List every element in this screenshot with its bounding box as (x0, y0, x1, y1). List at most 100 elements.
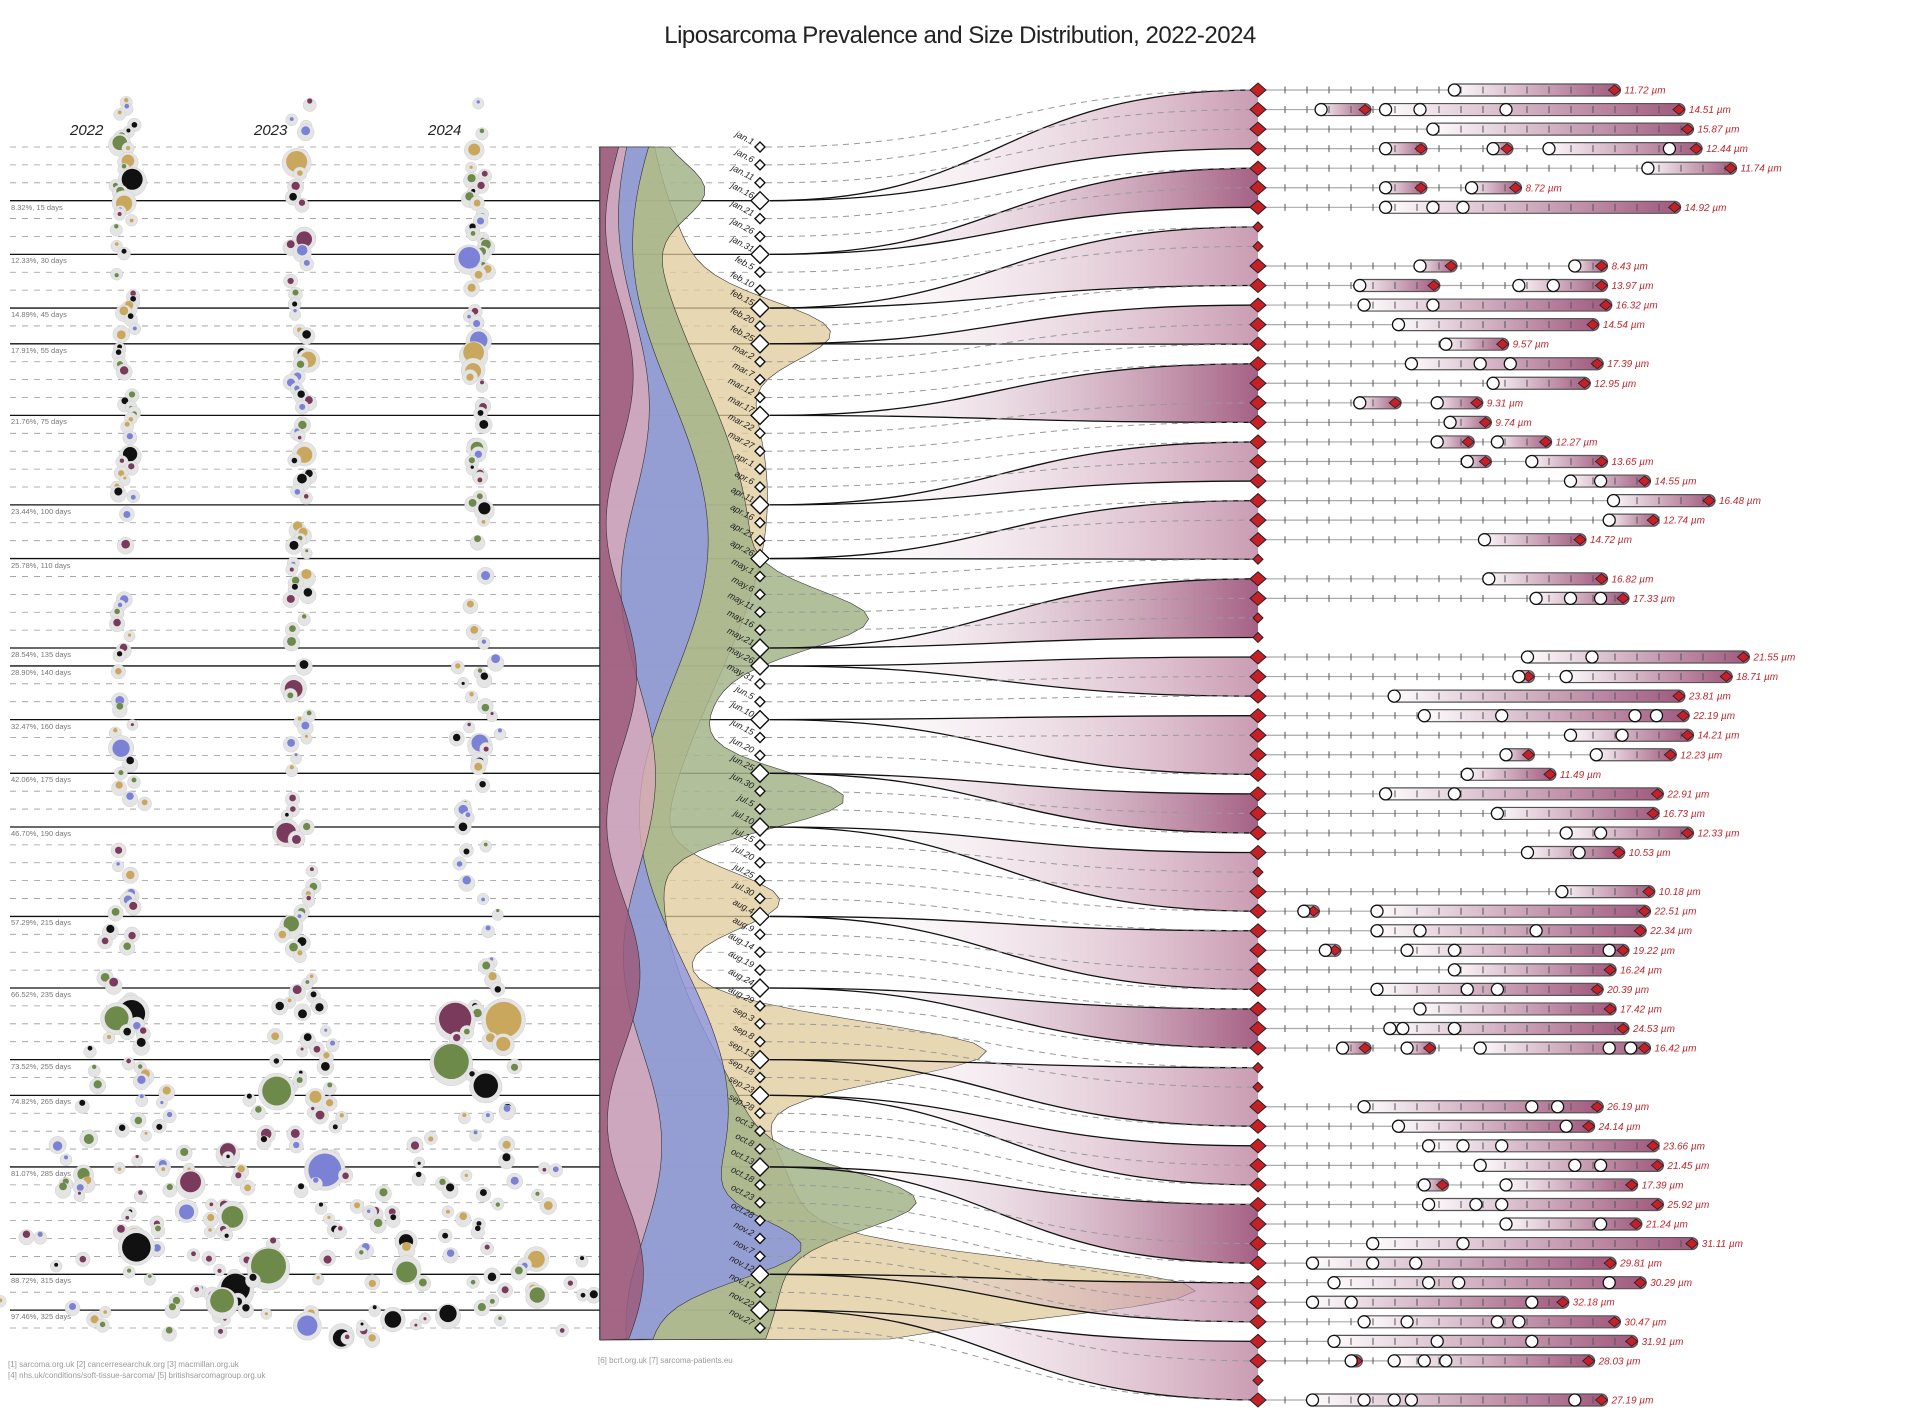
segment-end-marker (1685, 1238, 1699, 1250)
observation-dot (1529, 924, 1543, 938)
connector-fan (770, 773, 1258, 833)
row-marker (1249, 747, 1267, 763)
segment-end-marker (1358, 1042, 1372, 1054)
bubble (79, 1099, 86, 1106)
observation-dot (1353, 278, 1367, 293)
observation-dot (1486, 142, 1500, 156)
connector-curve (769, 206, 1259, 256)
bubble (137, 1075, 146, 1084)
segment-end-marker (1556, 1296, 1570, 1308)
chart-title: Liposarcoma Prevalence and Size Distribu… (664, 22, 1256, 49)
segment-end-marker (1607, 1316, 1622, 1328)
size-value-label: 17.39 µm (1607, 359, 1649, 370)
size-value-label: 11.49 µm (1560, 770, 1601, 781)
major-date-diamond (750, 816, 770, 837)
bubble (462, 876, 471, 885)
observation-dot (1602, 1276, 1616, 1290)
bubble (342, 1172, 349, 1180)
segment-end-marker (1603, 964, 1617, 976)
major-date-diamond (750, 244, 770, 265)
empty-row-marker (1252, 1061, 1264, 1074)
connector-curve (769, 915, 1259, 932)
bubble (286, 240, 295, 249)
cumulative-marker-label: 23.44%, 100 days (11, 506, 72, 516)
segment-end-marker (1508, 182, 1523, 194)
size-row (1252, 240, 1264, 253)
bubble (289, 192, 297, 201)
observation-dot (1525, 1295, 1539, 1309)
bubble-halo (59, 1153, 73, 1167)
bubble (156, 1123, 163, 1130)
connector-curve (769, 826, 1259, 854)
segment-end-marker (1616, 592, 1630, 604)
bubble (301, 721, 310, 730)
bubble (297, 1315, 318, 1336)
bubble (111, 907, 120, 916)
size-value-label: 17.39 µm (1642, 1180, 1684, 1191)
connector-dashed (765, 363, 1259, 399)
segment-end-marker (1633, 1277, 1647, 1289)
observation-dot (1417, 1354, 1431, 1368)
bubble (481, 897, 485, 902)
bubble (458, 246, 481, 269)
observation-dot (1602, 1041, 1616, 1055)
bubble-halo (493, 727, 507, 741)
bubble (485, 1113, 490, 1118)
observation-dot (1546, 278, 1560, 293)
segment-end-marker (1306, 905, 1321, 917)
bubble (580, 1292, 586, 1298)
bubble (115, 349, 122, 355)
connector-fan (770, 500, 1258, 560)
observation-dot (1495, 709, 1509, 723)
bubble (390, 1214, 397, 1221)
row-marker (1249, 727, 1267, 743)
bubble (313, 1177, 319, 1183)
connector-dashed (765, 245, 1259, 291)
bubble (79, 1255, 87, 1263)
row-marker (1249, 1138, 1267, 1154)
bubble (287, 998, 292, 1003)
bubble (510, 1063, 519, 1071)
date-diamond (754, 606, 766, 619)
bubble (480, 672, 489, 680)
size-segment (1447, 963, 1617, 977)
row-marker (1249, 766, 1267, 782)
bubble (289, 567, 294, 572)
observation-dot (1585, 650, 1599, 664)
observation-dot (1490, 982, 1505, 997)
segment-end-marker (1538, 436, 1553, 448)
size-segment (1417, 709, 1690, 723)
bubble (117, 1224, 125, 1233)
bubble (475, 1225, 481, 1232)
major-date-diamond (750, 1085, 770, 1106)
size-value-label: 8.72 µm (1526, 183, 1562, 194)
date-diamond (754, 999, 766, 1012)
observation-dot (1499, 102, 1513, 117)
row-marker (1249, 883, 1267, 900)
segment-end-marker (1637, 1042, 1652, 1054)
observation-dot (1456, 1236, 1470, 1251)
footnote-sources-2: [4] nhs.uk/conditions/soft-tissue-sarcom… (8, 1371, 266, 1380)
observation-dot (1447, 1021, 1462, 1036)
bubble (278, 930, 287, 939)
bubble (134, 1116, 143, 1125)
row-marker (1249, 805, 1267, 822)
size-value-label: 12.27 µm (1556, 437, 1598, 448)
bubble-halo (362, 1207, 375, 1220)
bubble (153, 1244, 161, 1252)
bubble (337, 1226, 343, 1231)
observation-dot (1563, 591, 1578, 606)
bubble (90, 1315, 99, 1324)
size-value-label: 21.24 µm (1645, 1220, 1688, 1231)
size-value-label: 11.72 µm (1624, 86, 1665, 97)
bubble (514, 1266, 523, 1275)
bubble (479, 128, 485, 134)
connector-dashed (765, 500, 1259, 524)
connector-dashed (765, 898, 1259, 932)
size-row: 11.49 µm (1249, 766, 1601, 782)
bubble (359, 1250, 364, 1255)
bubble-halo (0, 1295, 7, 1308)
connector-curve (769, 1166, 1259, 1264)
bubble (502, 1153, 511, 1162)
bubble (180, 1147, 189, 1157)
